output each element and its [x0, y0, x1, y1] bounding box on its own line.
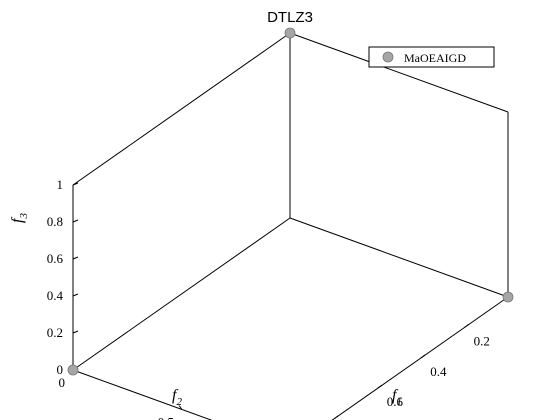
data-point	[502, 291, 514, 303]
x-tick-label: 0.2	[474, 333, 490, 348]
z-tick-label: 0.4	[47, 288, 64, 303]
z-tick-mark	[72, 182, 79, 186]
z-tick-mark	[72, 330, 79, 334]
x-tick-label: 0.4	[430, 364, 447, 379]
box-edge	[72, 217, 291, 371]
z-tick-label: 1	[57, 177, 64, 192]
z-tick-mark	[72, 256, 79, 260]
svg-text:f1: f1	[392, 387, 402, 408]
x-tick-mark	[464, 323, 469, 328]
svg-text:f3: f3	[9, 213, 30, 223]
x-axis-ticks: 0.20.40.60.81	[334, 323, 490, 420]
z-tick-mark	[72, 293, 79, 297]
svg-text:f2: f2	[172, 387, 182, 408]
x-axis-label: f1	[392, 387, 402, 408]
y-tick-mark	[178, 405, 183, 410]
y-axis-label: f2	[172, 387, 182, 408]
x-tick-mark	[334, 415, 339, 420]
x-axis-label-subscript: 1	[396, 396, 402, 408]
legend-label: MaOEAIGD	[404, 51, 466, 65]
data-points	[67, 27, 514, 376]
chart-title: DTLZ3	[267, 9, 313, 26]
z-tick-mark	[72, 219, 79, 223]
box-edge	[72, 32, 291, 186]
x-axis-label-text: f	[392, 387, 399, 404]
z-axis-label: f3	[9, 213, 30, 223]
x-tick-mark	[377, 384, 383, 389]
box-edge	[289, 217, 509, 298]
box-edge	[331, 296, 509, 420]
box-edge	[289, 32, 509, 113]
data-point	[284, 27, 296, 39]
z-tick-label: 0	[57, 362, 64, 377]
legend-marker	[382, 51, 394, 63]
z-axis-label-subscript: 3	[18, 213, 30, 220]
y-tick-label: 0	[59, 375, 66, 390]
x-tick-mark	[420, 354, 426, 359]
z-tick-label: 0.6	[47, 251, 64, 266]
y-axis-label-text: f	[172, 387, 179, 404]
z-axis-ticks: 0 0.2 0.4 0.6 0.8 1	[47, 177, 79, 377]
z-tick-label: 0.2	[47, 325, 63, 340]
z-tick-label: 0.8	[47, 214, 63, 229]
axes-box	[72, 32, 509, 420]
legend: MaOEAIGD	[368, 46, 495, 68]
z-axis-label-text: f	[9, 216, 26, 223]
y-axis-label-subscript: 2	[176, 396, 182, 408]
y-tick-label: 0.5	[158, 415, 174, 420]
data-point	[67, 364, 79, 376]
x-tick-label: 0.6	[387, 394, 404, 409]
legend-box	[368, 46, 495, 68]
box-edge	[72, 369, 213, 420]
